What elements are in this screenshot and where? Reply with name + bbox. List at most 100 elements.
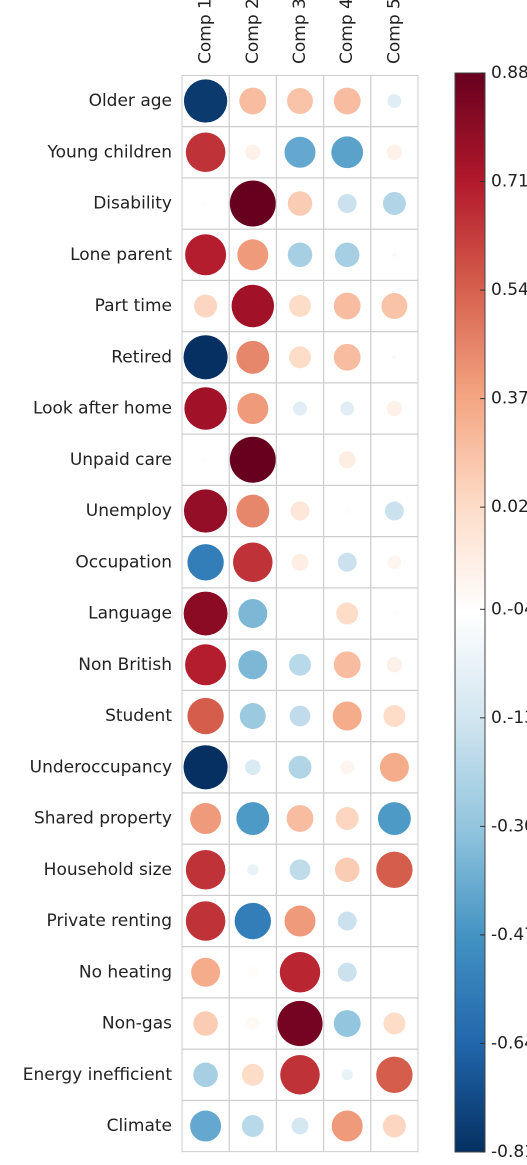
corr-circle (233, 542, 273, 583)
row-label: Language (88, 604, 172, 624)
corr-circle (286, 805, 314, 832)
corr-circle (289, 653, 311, 676)
corr-circle (334, 857, 360, 883)
corr-circle (287, 191, 313, 216)
corr-circle (334, 242, 360, 268)
column-label: Comp 2 (243, 0, 263, 64)
row-label: Private renting (47, 911, 172, 931)
corr-circle (284, 905, 316, 937)
corr-circle (190, 803, 222, 835)
corr-circle (202, 456, 210, 464)
row-label: Disability (93, 194, 172, 214)
corr-circle (194, 294, 218, 318)
corr-circle (277, 1000, 323, 1047)
corr-circle (183, 335, 228, 380)
corr-circle (237, 393, 269, 425)
cell (370, 946, 419, 999)
column-label: Comp 1 (196, 0, 216, 64)
corr-circle (331, 1110, 363, 1142)
corr-circle (238, 599, 268, 629)
corr-circle (236, 802, 270, 835)
corr-circle (238, 650, 268, 680)
corr-circle (280, 1055, 320, 1095)
corr-circle (239, 703, 266, 729)
corr-circle (332, 701, 362, 731)
corr-circle (377, 802, 411, 835)
corr-circle (289, 346, 311, 369)
row-label: Look after home (33, 399, 172, 419)
cell (370, 894, 419, 948)
corr-circle (383, 705, 406, 727)
corr-circle (245, 759, 261, 776)
color-bar-label: -0.81 (491, 1142, 527, 1162)
column-label: Comp 4 (337, 0, 357, 64)
corr-circle (376, 1056, 413, 1093)
corr-circle (231, 284, 275, 328)
cell (370, 433, 419, 486)
corr-circle (183, 489, 228, 533)
corr-circle (340, 401, 355, 416)
corr-circle (236, 340, 270, 374)
corr-circle (193, 1011, 218, 1036)
cell (275, 587, 325, 640)
corr-circle (387, 94, 402, 108)
row-label: Non-gas (102, 1014, 172, 1034)
corr-circle (237, 239, 269, 271)
corr-circle (337, 962, 357, 982)
color-bar-label: 0.37 (491, 389, 527, 409)
color-bar (454, 72, 486, 1153)
row-label: Retired (111, 347, 172, 367)
corr-circle (185, 850, 226, 890)
color-bar-label: 0.54 (491, 280, 527, 300)
row-label: Part time (95, 296, 172, 316)
column-label: Comp 5 (384, 0, 404, 64)
color-bar-label: -0.47 (491, 925, 527, 945)
row-label: Older age (89, 91, 172, 111)
row-label: Shared property (34, 809, 172, 829)
corr-circle (185, 132, 226, 173)
corr-circle (293, 401, 307, 416)
corr-circle (340, 760, 355, 775)
row-label: Unemploy (86, 501, 172, 521)
row-label: Climate (107, 1116, 172, 1136)
corr-circle (386, 657, 403, 673)
corr-circle (236, 494, 270, 528)
color-bar-label: -0.64 (491, 1033, 527, 1053)
corr-circle (234, 902, 271, 940)
corr-circle (343, 507, 351, 515)
color-bar-label: -0.30 (491, 816, 527, 836)
corr-circle (288, 755, 312, 779)
corr-circle (384, 501, 404, 521)
corr-circle (287, 88, 313, 114)
corr-circle (386, 400, 403, 417)
corr-circle (291, 553, 309, 571)
row-label: Occupation (75, 552, 172, 572)
corr-circle (391, 354, 397, 360)
corr-circle (229, 180, 276, 227)
corr-circle (333, 343, 361, 371)
corr-circle (331, 136, 364, 169)
corr-circle (379, 752, 409, 782)
corr-circle (376, 851, 413, 888)
corr-circle (335, 807, 359, 831)
corr-circle (289, 859, 311, 881)
corr-circle (183, 745, 228, 790)
corr-circle (247, 864, 259, 876)
column-label: Comp 3 (290, 0, 310, 64)
corr-circle (289, 295, 311, 317)
corr-circle (185, 901, 226, 941)
corr-circle (337, 194, 357, 214)
corr-circle (333, 651, 361, 679)
corr-circle (290, 501, 310, 521)
corr-circle (190, 1110, 222, 1142)
corr-circle (202, 200, 210, 207)
corr-circle (183, 79, 228, 123)
corr-circle (386, 144, 403, 161)
corr-circle (338, 451, 356, 469)
corr-circle (241, 1063, 264, 1086)
row-label: Non British (78, 655, 172, 675)
row-label: No heating (79, 962, 172, 982)
corr-circle (333, 87, 361, 115)
corr-circle (387, 555, 402, 570)
